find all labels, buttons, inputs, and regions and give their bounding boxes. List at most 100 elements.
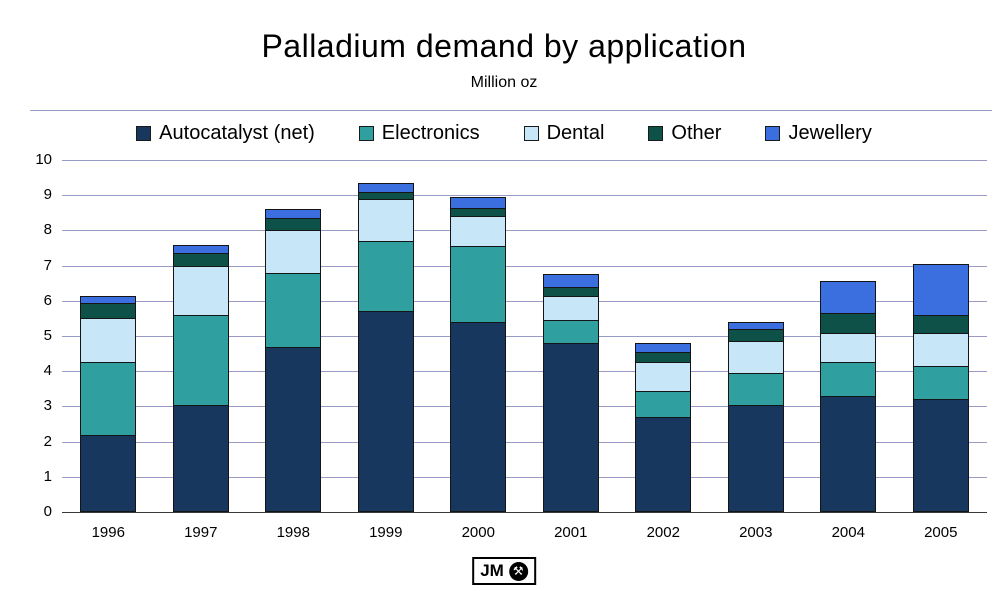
legend-swatch-icon xyxy=(523,126,539,141)
gridline-y5 xyxy=(62,336,987,337)
stacked-bar-2005 xyxy=(912,263,969,512)
bar-segment-jewellery-1999 xyxy=(357,182,414,192)
bar-segment-jewellery-1997 xyxy=(172,244,229,254)
stacked-bar-2002 xyxy=(635,343,692,512)
bar-segment-jewellery-1998 xyxy=(265,209,322,219)
bar-segment-other-1999 xyxy=(357,191,414,199)
gridline-y4 xyxy=(62,371,987,373)
gridline-y3 xyxy=(62,406,987,408)
gridline-y10 xyxy=(62,160,987,161)
bar-segment-dental-1997 xyxy=(172,265,229,315)
bar-segment-autocatalyst-net-1999 xyxy=(357,311,414,512)
bar-segment-electronics-1998 xyxy=(265,272,322,347)
y-axis-label-7: 7 xyxy=(43,256,52,274)
jm-logo-text: JM xyxy=(480,561,504,580)
bar-segment-dental-2002 xyxy=(635,362,692,391)
stacked-bar-2003 xyxy=(727,321,784,512)
legend-label: Jewellery xyxy=(788,122,872,144)
legend-label: Autocatalyst (net) xyxy=(159,122,315,144)
bar-segment-jewellery-2000 xyxy=(450,197,507,208)
bar-group-2003: 2003 xyxy=(710,160,803,541)
chart-plot-area: 1996 1997 1998 1999 2000 2001 2002 2003 2004 2005 xyxy=(62,160,988,541)
bar-group-2004: 2004 xyxy=(802,160,895,541)
bar-segment-dental-2001 xyxy=(542,295,599,321)
legend-swatch-icon xyxy=(358,126,374,141)
gridline-y8 xyxy=(62,230,987,232)
y-axis-label-4: 4 xyxy=(43,362,52,380)
jm-logo: JM ⚒ xyxy=(472,557,536,585)
x-axis-label-1997: 1997 xyxy=(184,524,218,541)
gridline-y6 xyxy=(62,300,987,302)
bar-segment-electronics-2004 xyxy=(820,362,877,396)
bar-segment-other-2002 xyxy=(635,351,692,363)
x-axis-label-2002: 2002 xyxy=(646,524,680,541)
x-axis-label-1999: 1999 xyxy=(369,524,403,541)
bar-group-2002: 2002 xyxy=(617,160,710,541)
bar-segment-other-1998 xyxy=(265,218,322,231)
chart-legend: Autocatalyst (net) Electronics Dental Other… xyxy=(0,122,1008,145)
bar-segment-electronics-2000 xyxy=(450,246,507,322)
bar-group-2005: 2005 xyxy=(895,160,988,541)
header-divider xyxy=(30,110,992,111)
y-axis-label-1: 1 xyxy=(43,467,52,485)
legend-label: Dental xyxy=(546,122,605,144)
bar-segment-jewellery-2003 xyxy=(727,321,784,329)
legend-swatch-icon xyxy=(648,126,664,141)
bar-segment-dental-2000 xyxy=(450,216,507,247)
y-axis-label-0: 0 xyxy=(43,503,52,520)
bar-segment-electronics-1997 xyxy=(172,314,229,405)
bar-segment-other-2001 xyxy=(542,286,599,296)
bar-segment-other-2004 xyxy=(820,313,877,333)
bar-segment-dental-2003 xyxy=(727,341,784,373)
bar-segment-autocatalyst-net-2003 xyxy=(727,404,784,512)
legend-item-jewellery: Jewellery xyxy=(765,122,872,145)
y-axis-label-6: 6 xyxy=(43,291,52,309)
y-axis-labels: 0 1 2 3 4 5 6 7 8 9 10 xyxy=(8,151,52,520)
bar-group-1999: 1999 xyxy=(340,160,433,541)
bar-segment-jewellery-1996 xyxy=(80,295,137,303)
bar-segment-electronics-2003 xyxy=(727,372,784,405)
hammer-and-pick-icon: ⚒ xyxy=(508,561,528,581)
legend-swatch-icon xyxy=(765,126,781,141)
x-axis-label-1996: 1996 xyxy=(91,524,125,541)
gridline-y2 xyxy=(62,441,987,443)
x-axis-label-2000: 2000 xyxy=(461,524,495,541)
bar-group-1997: 1997 xyxy=(155,160,248,541)
chart-title: Palladium demand by application xyxy=(261,28,747,64)
bar-segment-electronics-1999 xyxy=(357,240,414,312)
bar-segment-autocatalyst-net-2004 xyxy=(820,395,877,512)
bar-groups: 1996 1997 1998 1999 2000 2001 2002 2003 2004 2005 xyxy=(62,160,988,541)
legend-label: Electronics xyxy=(381,122,480,144)
bar-group-1998: 1998 xyxy=(247,160,340,541)
stacked-bar-1999 xyxy=(357,182,414,512)
bar-segment-dental-1999 xyxy=(357,198,414,241)
legend-swatch-icon xyxy=(136,126,152,141)
bar-segment-autocatalyst-net-2000 xyxy=(450,321,507,512)
stacked-bar-1996 xyxy=(80,295,137,512)
y-axis-label-5: 5 xyxy=(43,327,52,344)
bar-segment-autocatalyst-net-1996 xyxy=(80,434,137,512)
stacked-bar-2000 xyxy=(450,197,507,512)
stacked-bar-1998 xyxy=(265,209,322,512)
stacked-bar-2001 xyxy=(542,274,599,512)
bar-segment-other-1997 xyxy=(172,253,229,266)
bar-segment-dental-1998 xyxy=(265,230,322,273)
bar-segment-autocatalyst-net-1997 xyxy=(172,404,229,512)
legend-label: Other xyxy=(671,122,722,144)
stacked-bar-2004 xyxy=(820,281,877,512)
y-axis-label-10: 10 xyxy=(35,151,52,168)
bar-segment-other-2005 xyxy=(912,314,969,333)
bar-segment-other-1996 xyxy=(80,302,137,319)
y-axis-label-8: 8 xyxy=(43,221,52,239)
chart-subtitle: Million oz xyxy=(470,74,538,91)
bar-segment-jewellery-2002 xyxy=(635,343,692,352)
x-axis-label-1998: 1998 xyxy=(276,524,310,541)
bar-segment-electronics-2001 xyxy=(542,320,599,344)
x-axis-label-2003: 2003 xyxy=(739,524,773,541)
x-axis-label-2004: 2004 xyxy=(831,524,865,541)
bar-group-2000: 2000 xyxy=(432,160,525,541)
bar-segment-autocatalyst-net-2005 xyxy=(912,399,969,512)
bar-group-2001: 2001 xyxy=(525,160,618,541)
bar-segment-electronics-2002 xyxy=(635,390,692,417)
